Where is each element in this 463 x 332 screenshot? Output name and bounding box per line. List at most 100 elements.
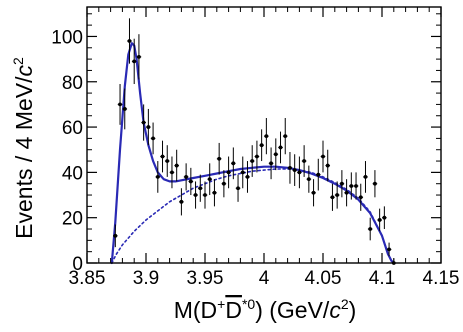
- data-point: [212, 179, 217, 207]
- data-point: [174, 149, 179, 182]
- data-marker: [273, 152, 278, 157]
- data-point: [273, 138, 279, 171]
- data-point: [353, 172, 359, 200]
- data-point: [155, 161, 161, 193]
- data-marker: [155, 175, 160, 179]
- data-marker: [207, 177, 212, 182]
- data-marker: [160, 154, 165, 159]
- data-point: [141, 104, 146, 141]
- data-marker: [212, 190, 217, 195]
- data-marker: [231, 161, 236, 166]
- ticks-layer: [86, 7, 442, 264]
- data-marker: [349, 184, 354, 188]
- y-tick-label: 20: [62, 209, 83, 230]
- data-point: [358, 183, 364, 211]
- data-point: [164, 145, 170, 177]
- data-marker: [179, 199, 184, 204]
- x-tick-label: 3.85: [69, 268, 106, 289]
- data-point: [179, 188, 184, 216]
- data-marker: [269, 161, 273, 166]
- x-axis-label-dbar: D: [225, 297, 242, 323]
- data-point: [113, 224, 118, 248]
- data-point: [325, 149, 331, 182]
- data-point: [197, 174, 203, 202]
- data-marker: [137, 54, 141, 59]
- data-marker: [368, 227, 373, 231]
- data-marker: [288, 165, 292, 170]
- data-marker: [198, 186, 203, 191]
- data-point: [372, 170, 378, 198]
- data-point: [334, 181, 340, 209]
- data-marker: [203, 193, 207, 197]
- data-marker: [278, 145, 283, 150]
- data-marker: [387, 247, 391, 252]
- data-point: [287, 151, 293, 184]
- data-points-layer: [113, 18, 397, 265]
- fit-layer: [110, 42, 395, 265]
- data-point: [282, 118, 288, 155]
- data-point: [150, 122, 156, 155]
- total-fit-curve: [110, 42, 395, 265]
- data-point: [193, 181, 198, 209]
- data-marker: [325, 163, 330, 168]
- y-tick-label: 80: [62, 73, 83, 94]
- data-point: [249, 145, 255, 177]
- data-point: [349, 172, 354, 200]
- data-point: [264, 118, 269, 155]
- data-point: [254, 140, 260, 173]
- data-marker: [302, 159, 307, 163]
- data-point: [386, 242, 392, 257]
- data-point: [169, 156, 175, 189]
- data-marker: [127, 39, 132, 43]
- data-point: [146, 108, 151, 146]
- data-marker: [316, 172, 321, 177]
- data-marker: [382, 215, 387, 220]
- data-marker: [255, 154, 259, 159]
- data-point: [216, 142, 222, 175]
- data-marker: [335, 193, 340, 197]
- data-point: [297, 156, 302, 189]
- data-point: [306, 165, 312, 193]
- data-point: [245, 161, 250, 193]
- x-tick-label: 4.1: [369, 268, 395, 289]
- x-tick-label: 4: [259, 268, 270, 289]
- data-marker: [221, 181, 226, 186]
- y-tick-label: 0: [72, 254, 83, 275]
- data-marker: [250, 159, 255, 163]
- background-fit-curve: [111, 168, 395, 264]
- data-point: [320, 140, 326, 173]
- data-marker: [174, 163, 179, 168]
- data-point: [160, 140, 165, 173]
- data-point: [188, 167, 194, 196]
- data-point: [207, 163, 213, 196]
- data-marker: [297, 170, 302, 175]
- y-axis-label: Events / 4 MeV/c2: [10, 57, 37, 239]
- data-marker: [132, 59, 137, 64]
- data-marker: [170, 170, 174, 175]
- data-point: [367, 217, 373, 241]
- data-point: [344, 179, 349, 207]
- data-marker: [292, 168, 297, 173]
- data-point: [278, 131, 283, 164]
- data-marker: [306, 177, 311, 182]
- data-marker: [122, 107, 127, 111]
- data-point: [136, 34, 142, 80]
- data-marker: [113, 233, 118, 238]
- x-tick-label: 3.9: [133, 268, 159, 289]
- data-marker: [358, 195, 363, 200]
- data-point: [202, 181, 208, 209]
- data-point: [259, 129, 264, 162]
- data-marker: [363, 175, 368, 179]
- data-marker: [146, 125, 151, 129]
- data-point: [226, 156, 231, 189]
- x-tick-label: 4.15: [423, 268, 460, 289]
- data-marker: [118, 102, 122, 107]
- x-axis-label: M(D+D*0) (GeV/c2): [174, 296, 357, 323]
- data-marker: [354, 184, 358, 188]
- data-marker: [226, 170, 231, 175]
- data-point: [363, 161, 368, 193]
- data-point: [183, 163, 189, 191]
- data-point: [315, 158, 321, 191]
- data-point: [311, 179, 316, 207]
